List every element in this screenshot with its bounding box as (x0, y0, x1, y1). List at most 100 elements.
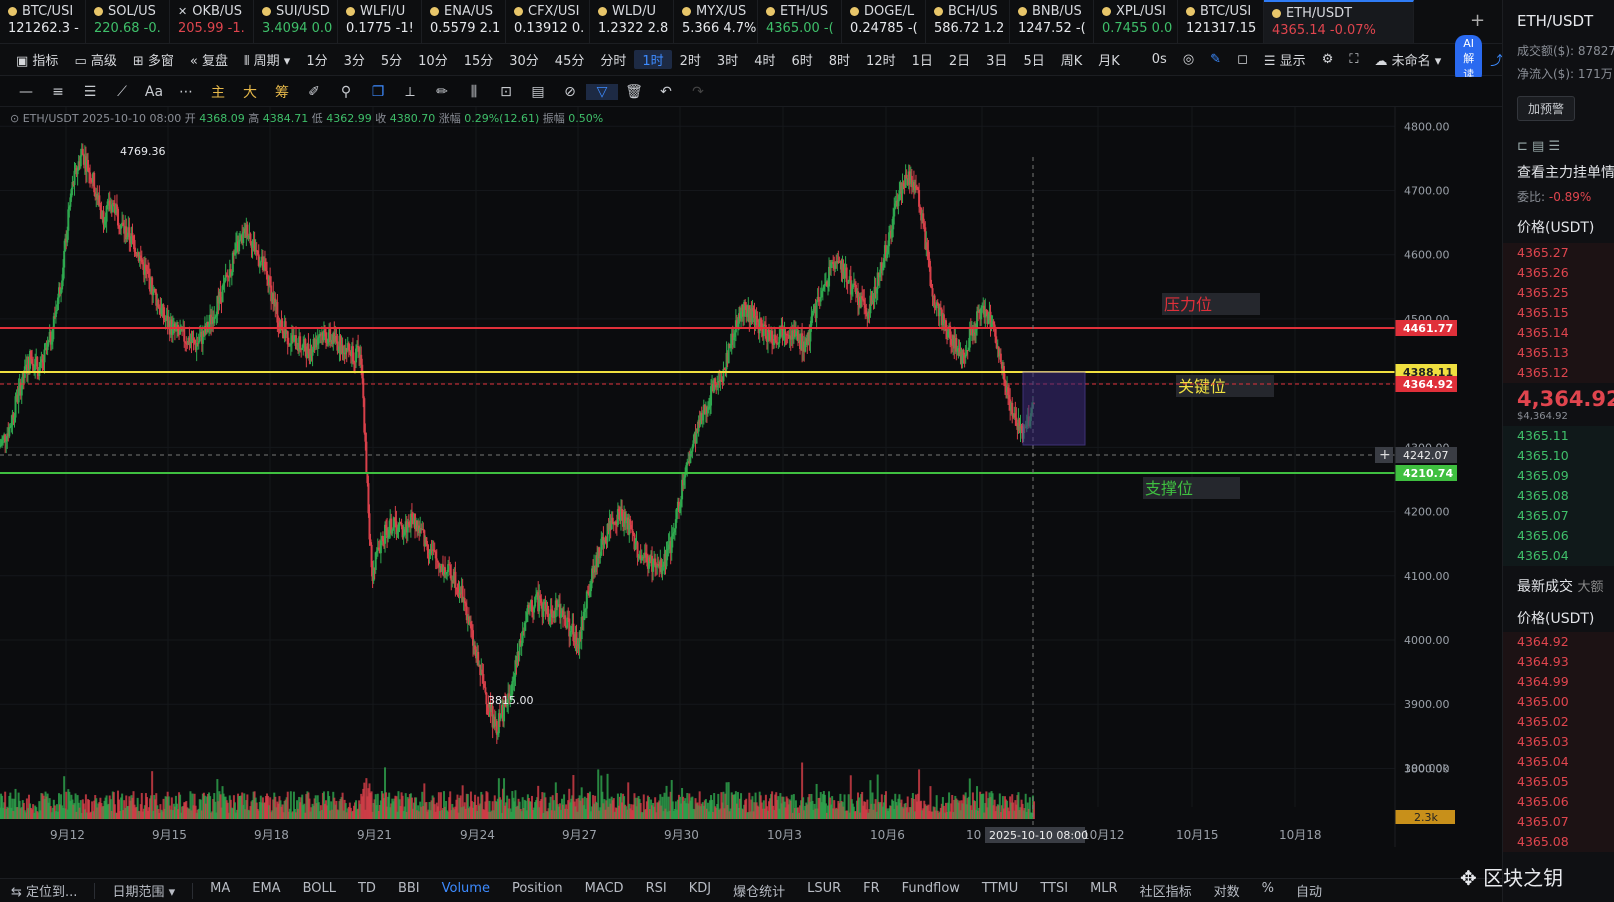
chip-button[interactable]: 筹 (275, 84, 289, 101)
ruler-icon[interactable]: ⟂ (405, 83, 415, 100)
edit-icon[interactable]: ✐ (308, 83, 320, 100)
note-icon[interactable]: ▤ (531, 83, 545, 100)
period-option[interactable]: 45分 (554, 54, 585, 69)
ticker-tab[interactable]: MYX/US 5.366 4.7% (674, 0, 758, 43)
indicator-tab[interactable]: KDJ (688, 881, 712, 896)
ticker-tab[interactable]: ETH/US 4365.00 -( (758, 0, 842, 43)
trash-icon[interactable]: 🗑 (625, 83, 643, 100)
indicator-tab[interactable]: MACD (584, 881, 624, 896)
candle-icon[interactable]: ⫼ (470, 83, 478, 100)
multi-window-button[interactable]: ⊞ 多窗 (132, 54, 174, 69)
indicator-tab[interactable]: Position (511, 881, 563, 896)
period-option[interactable]: 10分 (418, 54, 448, 69)
period-option[interactable]: 15分 (463, 54, 494, 69)
orderbook-mode-icons[interactable]: ⊏ ▤ ☰ (1517, 139, 1561, 154)
replay-button[interactable]: « 复盘 (189, 54, 229, 69)
fib-tool-icon[interactable]: ☰ (83, 83, 97, 100)
window-icon[interactable]: ◻ (1237, 52, 1248, 67)
period-option[interactable]: 月K (1098, 54, 1120, 69)
period-option[interactable]: 1分 (306, 54, 328, 69)
period-option[interactable]: 周K (1060, 54, 1083, 69)
add-alert-button[interactable]: 加预警 (1517, 96, 1576, 121)
big-trades-tab[interactable]: 大额 (1577, 580, 1604, 595)
indicator-button[interactable]: ▣ 指标 (16, 54, 59, 69)
ticker-tab[interactable]: BNB/US 1247.52 -( (1010, 0, 1094, 43)
indicator-tab[interactable]: EMA (252, 881, 281, 896)
price-chart[interactable]: 4800.004700.004600.004500.004400.004300.… (0, 107, 1502, 867)
indicator-tab[interactable]: 爆仓统计 (733, 885, 786, 900)
copy-icon[interactable]: ❐ (371, 83, 385, 100)
ticker-tab[interactable]: DOGE/L 0.24785 -( (842, 0, 926, 43)
period-option[interactable]: 4时 (754, 54, 776, 69)
indicator-tab[interactable]: % (1261, 881, 1274, 896)
ai-button[interactable]: AI解读 (1455, 35, 1483, 84)
period-option[interactable]: 1时 (634, 50, 672, 69)
zero-s-button[interactable]: 0s (1151, 52, 1167, 67)
indicator-tab[interactable]: MA (210, 881, 231, 896)
add-tab-icon[interactable]: + (1470, 10, 1486, 31)
collapse-icon[interactable]: ⊙ (10, 112, 20, 125)
ticker-tab[interactable]: SOL/US 220.68 -0. (86, 0, 170, 43)
main-button[interactable]: 主 (211, 84, 225, 101)
ticker-tab[interactable]: WLD/U 1.2322 2.8 (590, 0, 674, 43)
settings-icon[interactable]: ⚙ (1321, 52, 1334, 67)
orders-link[interactable]: 查看主力挂单情 (1517, 165, 1614, 181)
indicator-tab[interactable]: MLR (1090, 881, 1118, 896)
share-icon[interactable]: ⤴ (1490, 54, 1504, 69)
lock-icon[interactable]: ⊡ (500, 83, 512, 100)
period-option[interactable]: 2日 (948, 54, 971, 69)
hline-tool-icon[interactable]: — (19, 83, 33, 100)
fullscreen-icon[interactable]: ⛶ (1349, 52, 1359, 67)
indicator-tab[interactable]: 对数 (1213, 885, 1240, 900)
ticker-tab[interactable]: ✕ OKB/US 205.99 -1. (170, 0, 254, 43)
display-button[interactable]: ☰ 显示 (1263, 54, 1306, 69)
locate-button[interactable]: ⇆ 定位到... (11, 885, 78, 900)
ticker-tab[interactable]: CFX/USI 0.13912 0. (506, 0, 590, 43)
camera-icon[interactable]: ◎ (1182, 52, 1195, 67)
indicator-tab[interactable]: 自动 (1295, 885, 1322, 900)
indicator-tab[interactable]: TTSI (1040, 881, 1069, 896)
ticker-tab[interactable]: BCH/US 586.72 1.2 (926, 0, 1010, 43)
indicator-tab[interactable]: Fundflow (901, 881, 960, 896)
link-icon[interactable]: ⊘ (564, 83, 576, 100)
layout-dropdown[interactable]: ☁ 未命名 ▾ (1374, 54, 1442, 69)
ticker-tab[interactable]: BTC/USI 121262.3 - (0, 0, 86, 43)
lines-tool-icon[interactable]: ≡ (52, 83, 64, 100)
period-option[interactable]: 5分 (380, 54, 403, 69)
indicator-tab[interactable]: LSUR (807, 881, 842, 896)
indicator-tab[interactable]: BBI (397, 881, 420, 896)
brush-icon[interactable]: ✏ (436, 83, 448, 100)
magnet-icon[interactable]: ⚲ (340, 83, 352, 100)
big-button[interactable]: 大 (243, 84, 257, 101)
ticker-tab[interactable]: ENA/US 0.5579 2.1 (422, 0, 506, 43)
period-option[interactable]: 6时 (791, 54, 813, 69)
filter-icon[interactable]: ▽ (586, 83, 618, 100)
indicator-tab[interactable]: FR (863, 881, 880, 896)
indicator-tab[interactable]: TD (357, 881, 376, 896)
trades-tab[interactable]: 最新成交 (1517, 579, 1573, 595)
ticker-tab[interactable]: BTC/USI 121317.15 (1178, 0, 1264, 43)
advanced-button[interactable]: ▭ 高级 (74, 54, 117, 69)
period-option[interactable]: 8时 (828, 54, 851, 69)
more-tools-icon[interactable]: ⋯ (179, 83, 193, 100)
period-option[interactable]: 3时 (716, 54, 739, 69)
period-option[interactable]: 2时 (679, 54, 701, 69)
period-option[interactable]: 5日 (1023, 54, 1045, 69)
text-tool-icon[interactable]: Aa (144, 83, 164, 100)
trendline-tool-icon[interactable]: ⟋ (117, 83, 127, 100)
period-option[interactable]: 分时 (600, 54, 627, 69)
period-option[interactable]: 30分 (509, 54, 539, 69)
redo-icon[interactable]: ↷ (692, 83, 704, 100)
ticker-tab[interactable]: SUI/USD 3.4094 0.0 (254, 0, 338, 43)
indicator-tab[interactable]: Volume (441, 881, 490, 896)
date-range-dropdown[interactable]: 日期范围 ▾ (112, 885, 176, 900)
period-option[interactable]: 3分 (343, 54, 365, 69)
ticker-tab[interactable]: XPL/USI 0.7455 0.0 (1094, 0, 1178, 43)
pen-icon[interactable]: ✎ (1210, 52, 1222, 67)
period-option[interactable]: 3日 (986, 54, 1008, 69)
ticker-tab[interactable]: WLFI/U 0.1775 -1! (338, 0, 422, 43)
indicator-tab[interactable]: TTMU (981, 881, 1019, 896)
indicator-tab[interactable]: BOLL (302, 881, 336, 896)
period-dropdown[interactable]: ⫴ 周期 ▾ (244, 54, 291, 69)
ticker-tab[interactable]: ETH/USDT 4365.14 -0.07% (1264, 0, 1414, 43)
